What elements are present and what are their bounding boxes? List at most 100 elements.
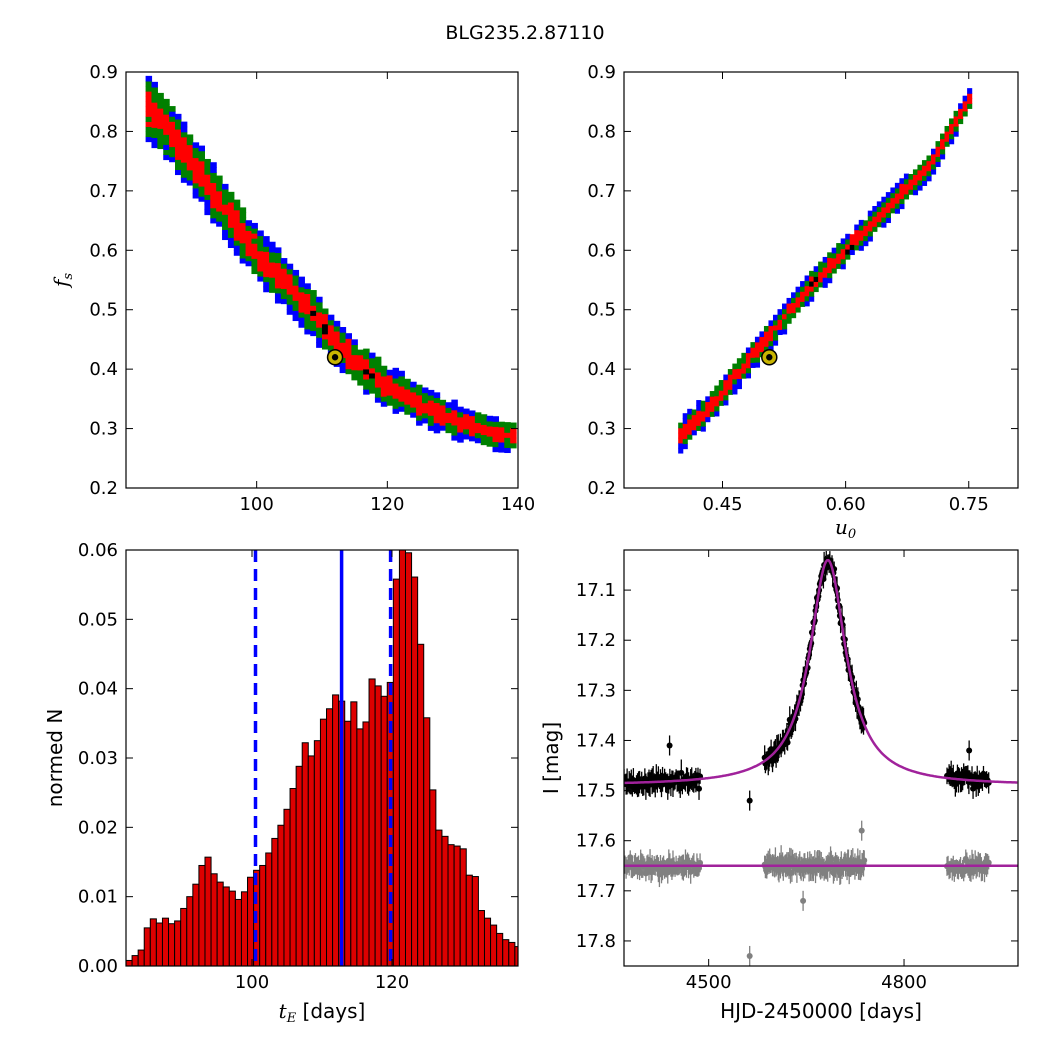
posterior-cell [263,236,270,242]
x-tick-label: 100 [235,972,269,993]
histogram-bar [277,824,285,966]
histogram-bar [228,890,236,966]
posterior-cell [357,379,364,386]
histogram-bar [380,695,388,966]
posterior-cell [944,125,950,132]
posterior-cell [227,222,235,228]
posterior-cell [304,318,311,325]
posterior-cell [416,415,423,421]
posterior-cell [709,391,715,397]
posterior-cell [687,408,693,415]
posterior-cell [723,379,729,386]
posterior-cell [867,215,873,222]
posterior-cell [198,160,205,167]
posterior-cell [451,434,458,441]
posterior-cell [145,91,153,97]
posterior-cell [510,442,517,449]
posterior-cell [714,390,720,397]
posterior-cell [345,333,352,339]
posterior-cell [885,202,891,208]
posterior-cell [858,230,864,236]
posterior-cell [791,292,797,298]
posterior-cell [944,141,950,147]
posterior-cell [222,204,229,210]
posterior-cell [763,325,770,332]
y-tick-label: 0.05 [78,609,118,630]
posterior-cell [890,207,896,214]
posterior-cell [962,95,968,102]
posterior-cell [280,263,288,269]
posterior-cell [192,192,200,199]
histogram-bar [404,552,413,966]
data-point [784,739,791,746]
posterior-cell [881,216,887,223]
posterior-cell [339,342,347,348]
posterior-cell [339,367,347,374]
x-tick-label: 0.45 [702,494,742,515]
posterior-cell [216,221,223,227]
posterior-cell [392,377,400,384]
posterior-cell [736,378,742,385]
posterior-cell [233,234,241,241]
posterior-cell [216,200,223,207]
posterior-cell [263,241,270,247]
histogram-bar [429,789,437,966]
posterior-cell [210,217,217,224]
posterior-cell [274,267,282,274]
posterior-cell [944,136,950,142]
posterior-cell [949,123,955,130]
posterior-cell [198,170,205,177]
posterior-cell [416,384,423,391]
histogram-bar [344,720,352,966]
posterior-cell [486,425,494,432]
posterior-cell [398,375,405,382]
posterior-cell [192,172,200,179]
posterior-cell [204,194,211,200]
posterior-cell [940,143,946,150]
posterior-cell [759,346,765,353]
posterior-cell [145,106,153,112]
posterior-cell [867,235,873,242]
posterior-cell [854,224,860,231]
posterior-cell [926,160,932,167]
posterior-cell [204,158,211,165]
y-axis-label: normed N [43,709,67,808]
posterior-cell [813,281,819,288]
posterior-cell [687,413,693,420]
y-tick-label: 0.2 [587,478,616,499]
posterior-cell [151,107,158,113]
posterior-cell [363,368,370,375]
posterior-cell [754,361,761,368]
posterior-cell [457,421,464,428]
posterior-cell [854,239,860,246]
posterior-cell [940,138,946,145]
posterior-cell [345,338,352,344]
posterior-cell [754,341,761,348]
y-tick-label: 0.5 [89,300,118,321]
posterior-cell [678,422,684,429]
posterior-cell [351,349,358,356]
histogram-bar [180,907,188,966]
posterior-cell [691,409,697,416]
posterior-cell [876,206,882,213]
posterior-cell [398,390,405,397]
posterior-cell [292,269,300,276]
posterior-cell [363,378,370,385]
posterior-cell [912,169,919,176]
posterior-cell [175,118,182,125]
posterior-cell [709,401,715,407]
posterior-cell [274,247,282,254]
posterior-cell [457,426,464,433]
posterior-cell [498,446,505,453]
posterior-cell [745,372,752,379]
posterior-cell [257,275,264,282]
posterior-cell [921,165,928,171]
posterior-cell [186,149,194,156]
posterior-cell [322,343,329,350]
posterior-cell [204,189,211,195]
posterior-cell [813,286,819,293]
posterior-cell [345,358,352,365]
posterior-cell [504,447,511,454]
histogram-bar [143,927,151,966]
posterior-cell [351,369,358,376]
